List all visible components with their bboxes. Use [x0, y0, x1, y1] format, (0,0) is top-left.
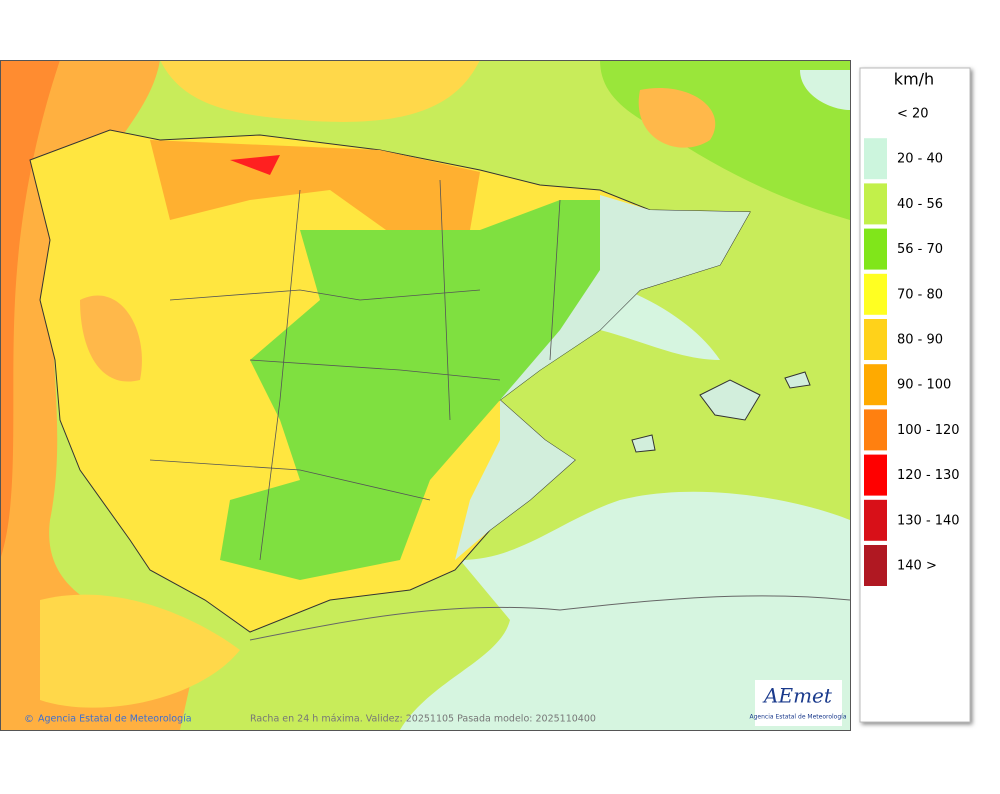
copyright-icon: ©	[24, 714, 34, 725]
zone	[150, 140, 480, 240]
legend-swatch	[864, 364, 887, 406]
zone	[80, 295, 142, 382]
legend-swatch	[864, 93, 887, 134]
zone	[40, 594, 240, 708]
legend-swatch	[864, 138, 887, 180]
legend-swatch	[864, 409, 887, 451]
map	[1, 60, 850, 730]
island	[784, 371, 811, 389]
legend-swatch	[864, 273, 887, 315]
logo-box	[755, 680, 842, 726]
legend-label: 56 - 70	[897, 242, 943, 257]
island	[699, 379, 761, 421]
caption: Racha en 24 h máxima. Validez: 20251105 …	[250, 714, 596, 725]
legend-swatch	[864, 228, 887, 270]
zone	[638, 88, 716, 148]
legend-label: 130 - 140	[897, 513, 960, 528]
legend-label: 20 - 40	[897, 152, 943, 167]
island	[631, 434, 656, 453]
legend-swatch	[864, 499, 887, 541]
logo: AEmet	[762, 684, 833, 708]
legend-label: 100 - 120	[897, 423, 960, 438]
legend-swatch	[864, 545, 887, 586]
legend-label: < 20	[897, 107, 929, 122]
legend-swatch	[864, 183, 887, 225]
zone	[230, 155, 280, 175]
logo-subtitle: Agencia Estatal de Meteorología	[750, 714, 847, 721]
zone	[220, 200, 600, 580]
legend-label: 120 - 130	[897, 468, 960, 483]
legend-label: 140 >	[897, 559, 937, 574]
border	[149, 179, 561, 561]
legend-title: km/h	[894, 70, 934, 89]
zone	[1, 60, 60, 557]
zone	[160, 60, 480, 122]
zone	[400, 491, 850, 730]
zone	[800, 70, 850, 110]
coastline	[249, 595, 850, 641]
legend-swatch	[864, 319, 887, 360]
zone	[455, 195, 750, 560]
legend-label: 90 - 100	[897, 378, 951, 393]
map-frame	[0, 60, 851, 731]
legend-label: 80 - 90	[897, 333, 943, 348]
legend-label: 40 - 56	[897, 197, 943, 212]
legend-swatch	[864, 454, 887, 496]
legend-label: 70 - 80	[897, 287, 943, 302]
credit: Agencia Estatal de Meteorología	[38, 714, 192, 725]
